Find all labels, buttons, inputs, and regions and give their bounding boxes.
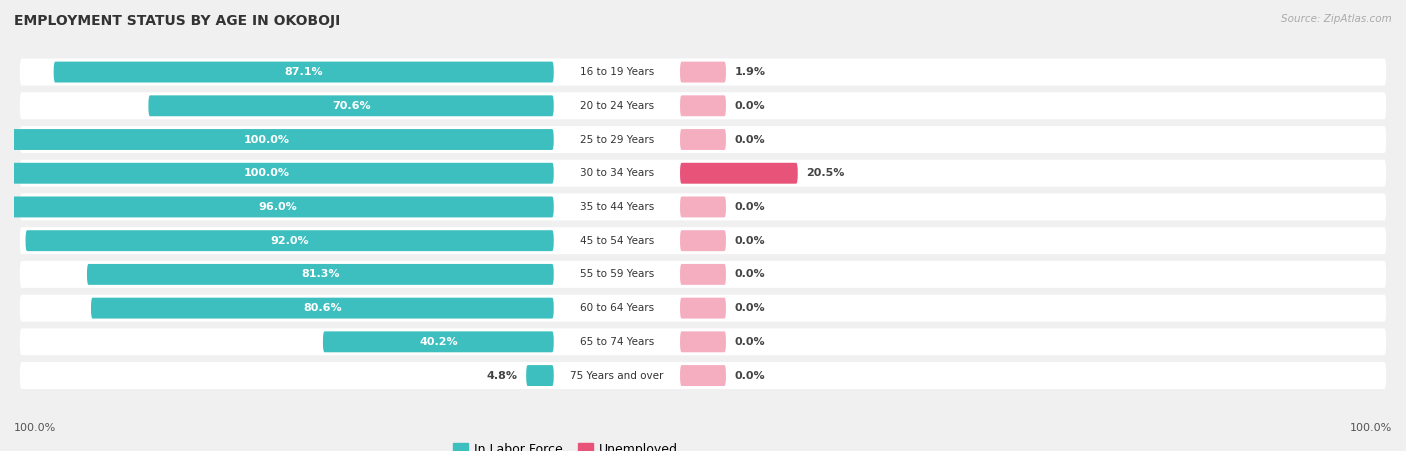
FancyBboxPatch shape [91, 298, 554, 318]
FancyBboxPatch shape [681, 298, 725, 318]
Text: 0.0%: 0.0% [734, 337, 765, 347]
Text: 16 to 19 Years: 16 to 19 Years [579, 67, 654, 77]
Text: 4.8%: 4.8% [486, 371, 517, 381]
FancyBboxPatch shape [681, 197, 725, 217]
Text: 60 to 64 Years: 60 to 64 Years [579, 303, 654, 313]
Text: 0.0%: 0.0% [734, 236, 765, 246]
Text: 35 to 44 Years: 35 to 44 Years [579, 202, 654, 212]
FancyBboxPatch shape [20, 126, 1386, 153]
Text: 40.2%: 40.2% [419, 337, 457, 347]
FancyBboxPatch shape [681, 95, 725, 116]
FancyBboxPatch shape [20, 92, 1386, 119]
Text: 100.0%: 100.0% [243, 134, 290, 144]
Legend: In Labor Force, Unemployed: In Labor Force, Unemployed [447, 438, 683, 451]
FancyBboxPatch shape [53, 62, 554, 83]
Text: 1.9%: 1.9% [734, 67, 766, 77]
Text: 100.0%: 100.0% [14, 423, 56, 433]
FancyBboxPatch shape [681, 230, 725, 251]
Text: 75 Years and over: 75 Years and over [571, 371, 664, 381]
Text: 96.0%: 96.0% [259, 202, 298, 212]
Text: 81.3%: 81.3% [301, 269, 340, 279]
Text: 80.6%: 80.6% [304, 303, 342, 313]
Text: 0.0%: 0.0% [734, 269, 765, 279]
FancyBboxPatch shape [20, 59, 1386, 86]
FancyBboxPatch shape [20, 328, 1386, 355]
Text: Source: ZipAtlas.com: Source: ZipAtlas.com [1281, 14, 1392, 23]
FancyBboxPatch shape [20, 227, 1386, 254]
FancyBboxPatch shape [526, 365, 554, 386]
Text: 25 to 29 Years: 25 to 29 Years [579, 134, 654, 144]
Text: 65 to 74 Years: 65 to 74 Years [579, 337, 654, 347]
FancyBboxPatch shape [681, 163, 797, 184]
FancyBboxPatch shape [681, 331, 725, 352]
FancyBboxPatch shape [323, 331, 554, 352]
Text: 20 to 24 Years: 20 to 24 Years [579, 101, 654, 111]
FancyBboxPatch shape [0, 129, 554, 150]
Text: 92.0%: 92.0% [270, 236, 309, 246]
FancyBboxPatch shape [25, 230, 554, 251]
Text: 45 to 54 Years: 45 to 54 Years [579, 236, 654, 246]
Text: 87.1%: 87.1% [284, 67, 323, 77]
Text: 0.0%: 0.0% [734, 134, 765, 144]
FancyBboxPatch shape [20, 160, 1386, 187]
FancyBboxPatch shape [20, 362, 1386, 389]
Text: 100.0%: 100.0% [243, 168, 290, 178]
Text: 0.0%: 0.0% [734, 371, 765, 381]
FancyBboxPatch shape [3, 197, 554, 217]
Text: 55 to 59 Years: 55 to 59 Years [579, 269, 654, 279]
FancyBboxPatch shape [681, 62, 725, 83]
FancyBboxPatch shape [681, 365, 725, 386]
Text: 0.0%: 0.0% [734, 303, 765, 313]
FancyBboxPatch shape [149, 95, 554, 116]
Text: 0.0%: 0.0% [734, 202, 765, 212]
FancyBboxPatch shape [681, 264, 725, 285]
FancyBboxPatch shape [20, 193, 1386, 221]
Text: EMPLOYMENT STATUS BY AGE IN OKOBOJI: EMPLOYMENT STATUS BY AGE IN OKOBOJI [14, 14, 340, 28]
FancyBboxPatch shape [0, 163, 554, 184]
Text: 20.5%: 20.5% [806, 168, 845, 178]
Text: 100.0%: 100.0% [1350, 423, 1392, 433]
Text: 30 to 34 Years: 30 to 34 Years [579, 168, 654, 178]
FancyBboxPatch shape [20, 295, 1386, 322]
FancyBboxPatch shape [20, 261, 1386, 288]
Text: 0.0%: 0.0% [734, 101, 765, 111]
Text: 70.6%: 70.6% [332, 101, 370, 111]
FancyBboxPatch shape [681, 129, 725, 150]
FancyBboxPatch shape [87, 264, 554, 285]
